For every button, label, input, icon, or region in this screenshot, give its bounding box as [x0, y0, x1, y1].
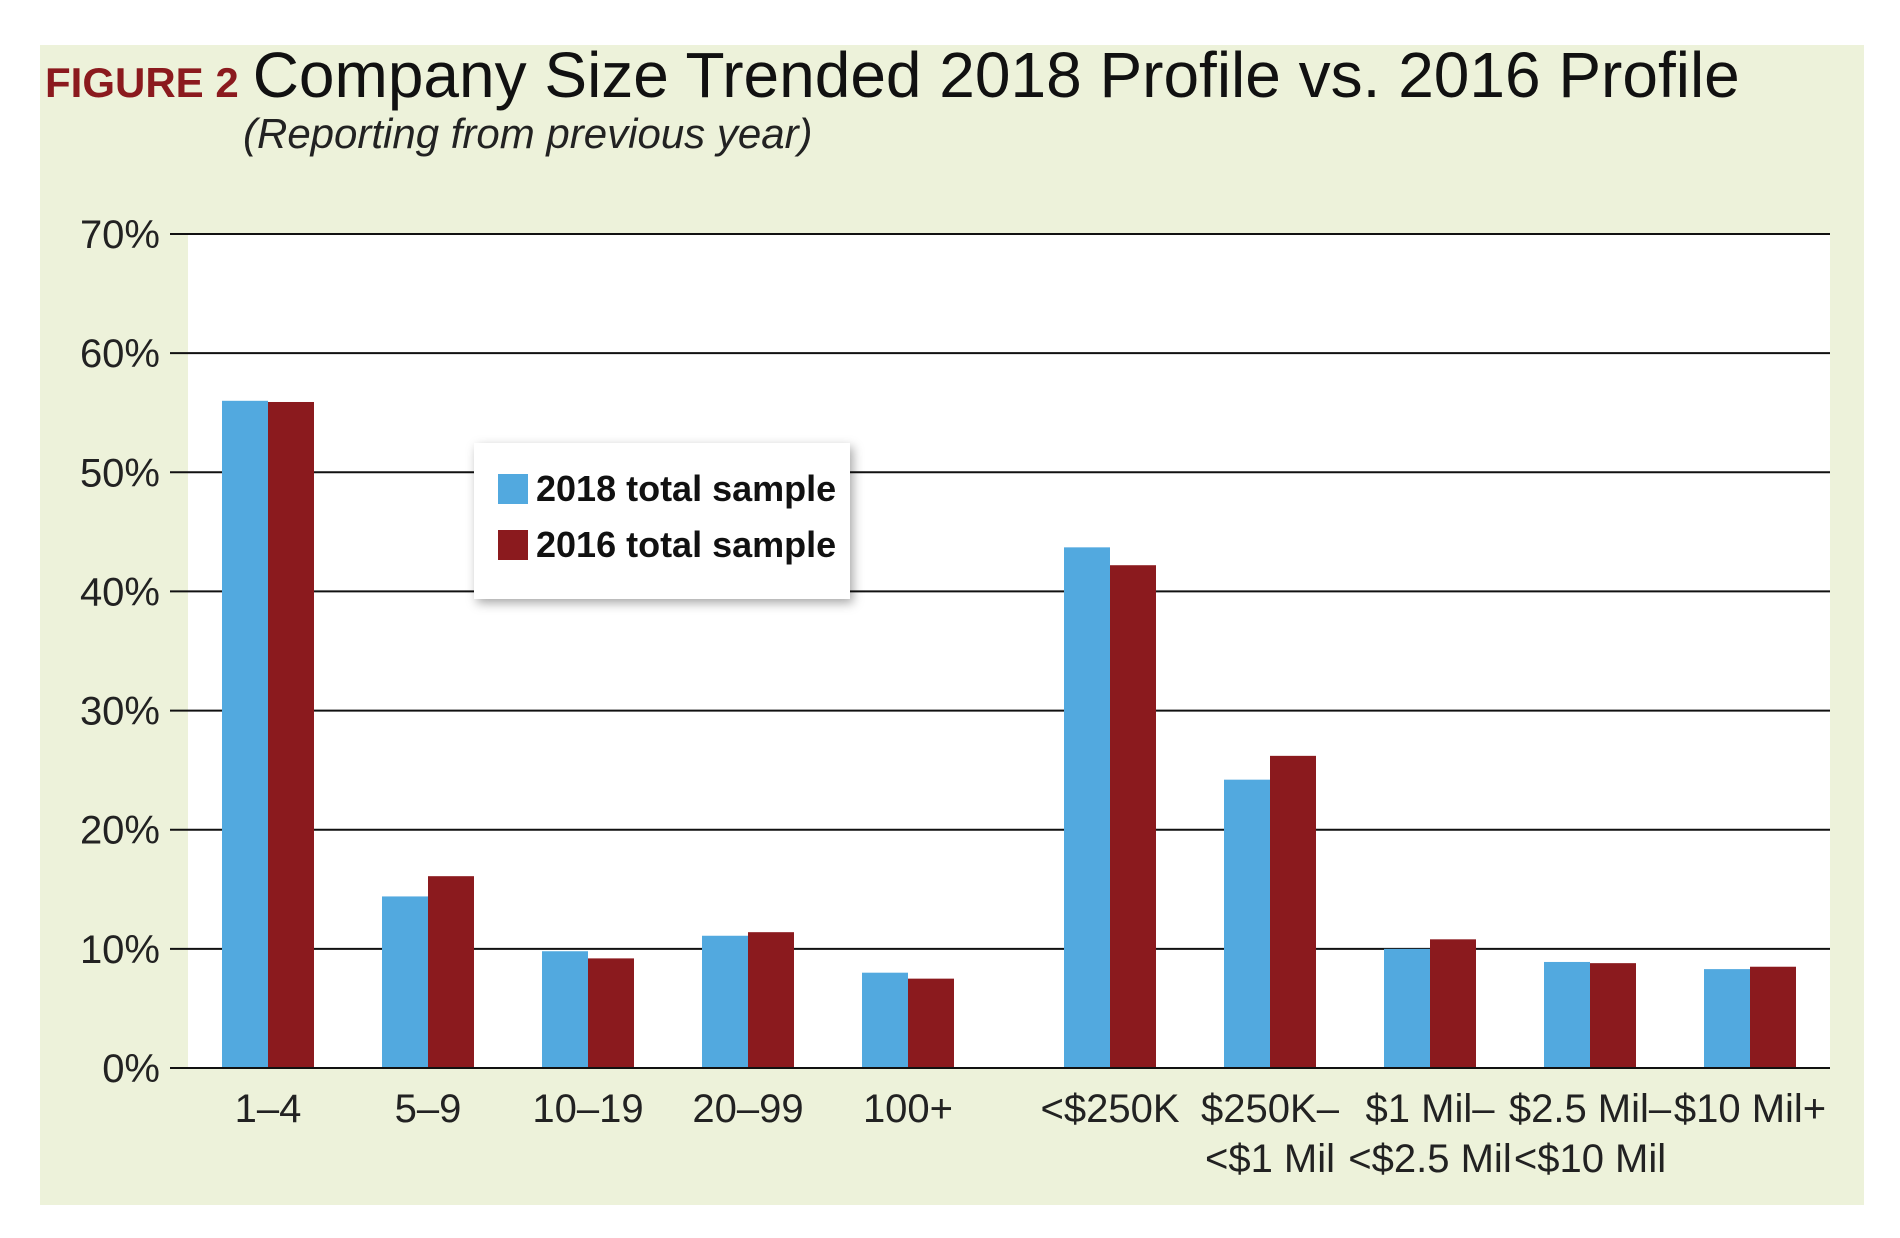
bar-2016-3: [748, 932, 794, 1068]
legend: 2018 total sample 2016 total sample: [474, 443, 850, 599]
bar-2018-5: [1064, 547, 1110, 1068]
legend-item-2016: 2016 total sample: [498, 524, 837, 565]
bar-2016-8: [1590, 963, 1636, 1068]
bar-2018-9: [1704, 969, 1750, 1068]
bars: [170, 400, 1830, 1069]
category-label: $250K– <$1 Mil: [1201, 1087, 1340, 1181]
category-label: $1 Mil– <$2.5 Mil: [1348, 1087, 1511, 1181]
bar-2018-3: [702, 935, 748, 1068]
category-label: 5–9: [395, 1087, 462, 1131]
y-tick-label: 50%: [80, 451, 160, 495]
legend-swatch-2016: [498, 530, 528, 560]
figure-header: FIGURE 2 Company Size Trended 2018 Profil…: [45, 38, 1740, 112]
legend-item-2018: 2018 total sample: [498, 468, 837, 509]
bar-2016-4: [908, 978, 954, 1068]
bar-2016-7: [1430, 939, 1476, 1068]
bar-2018-2: [542, 951, 588, 1068]
bar-2018-8: [1544, 961, 1590, 1068]
category-label: 10–19: [532, 1087, 643, 1131]
y-tick-label: 60%: [80, 332, 160, 376]
category-label: $10 Mil+: [1674, 1087, 1826, 1131]
bar-2018-0: [222, 400, 268, 1068]
chart-title: Company Size Trended 2018 Profile vs. 20…: [252, 39, 1740, 111]
legend-label-2016: 2016 total sample: [536, 524, 837, 565]
legend-swatch-2018: [498, 474, 528, 504]
y-tick-label: 30%: [80, 690, 160, 734]
legend-label-2018: 2018 total sample: [536, 468, 837, 509]
bar-2016-1: [428, 876, 474, 1068]
figure-label: FIGURE 2: [45, 59, 239, 106]
category-label: 100+: [863, 1087, 953, 1131]
bar-2018-7: [1384, 948, 1430, 1068]
bar-2018-6: [1224, 779, 1270, 1068]
bar-2016-2: [588, 958, 634, 1068]
bar-2018-4: [862, 972, 908, 1068]
bar-2016-6: [1270, 755, 1316, 1068]
bar-2016-0: [268, 401, 314, 1068]
y-tick-label: 20%: [80, 809, 160, 853]
category-label: 1–4: [235, 1087, 302, 1131]
chart-subtitle: (Reporting from previous year): [243, 110, 813, 157]
bar-2016-5: [1110, 565, 1156, 1068]
bar-2016-9: [1750, 966, 1796, 1068]
category-label: <$250K: [1040, 1087, 1179, 1131]
y-tick-label: 0%: [102, 1047, 160, 1091]
y-tick-label: 10%: [80, 928, 160, 972]
category-label: $2.5 Mil– <$10 Mil: [1509, 1087, 1672, 1181]
y-tick-label: 40%: [80, 570, 160, 614]
bar-2018-1: [382, 896, 428, 1068]
category-label: 20–99: [692, 1087, 803, 1131]
y-axis-tick-labels: 0% 10% 20% 30% 40% 50% 60% 70%: [80, 213, 160, 1091]
y-tick-label: 70%: [80, 213, 160, 257]
x-axis-category-labels: 1–4 5–9 10–19 20–99 100+ <$250K $250K– <$1 Mil$…: [235, 1087, 1827, 1181]
